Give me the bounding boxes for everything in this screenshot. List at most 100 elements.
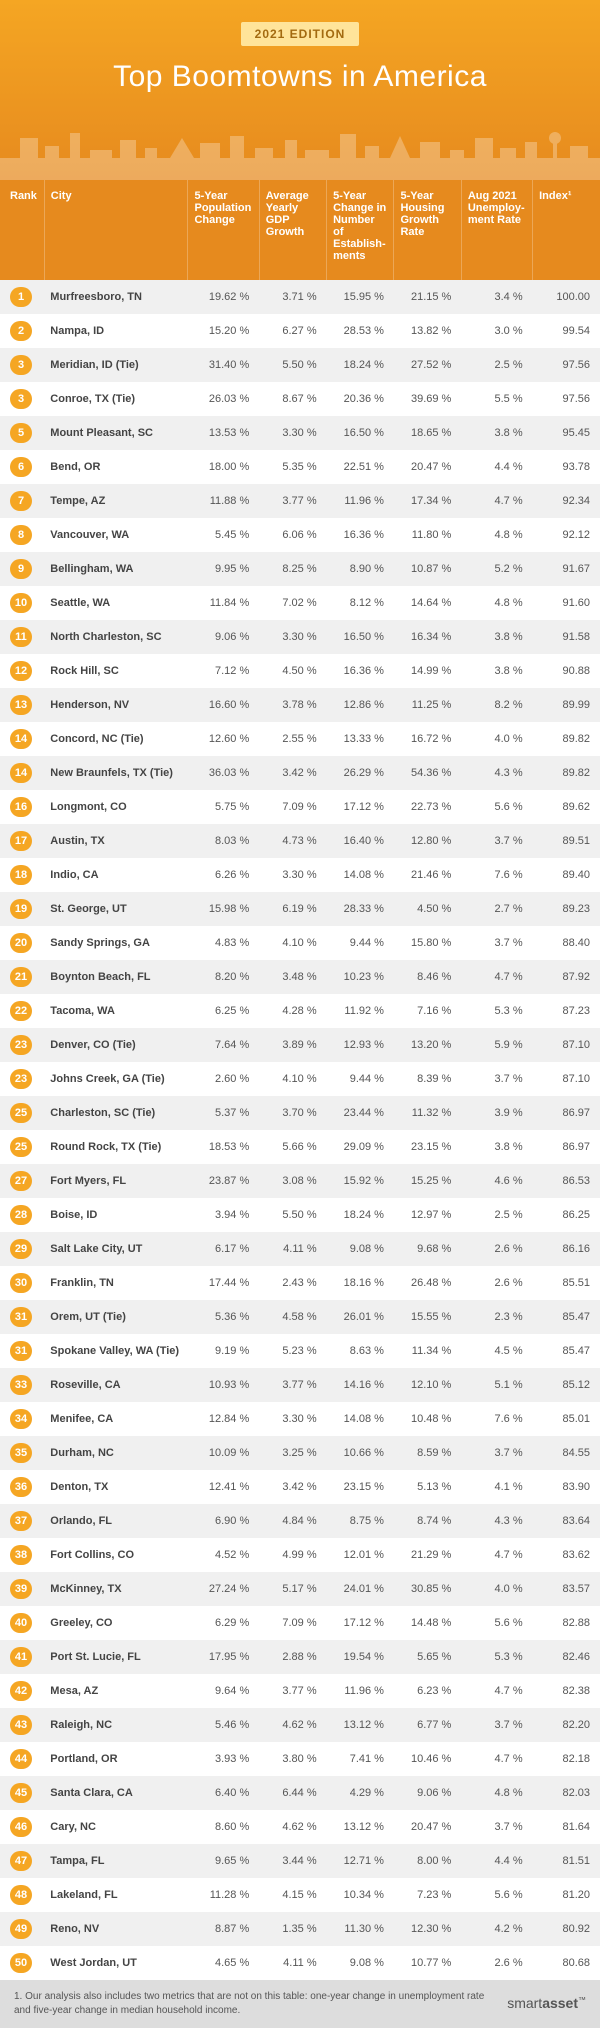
unemp-cell: 2.6 % bbox=[461, 1266, 532, 1300]
rank-cell: 18 bbox=[0, 858, 44, 892]
rank-cell: 11 bbox=[0, 620, 44, 654]
rank-cell: 19 bbox=[0, 892, 44, 926]
table-header: Rank City 5-Year Population Change Avera… bbox=[0, 180, 600, 280]
col-city: City bbox=[44, 180, 188, 280]
page-title: Top Boomtowns in America bbox=[0, 60, 600, 94]
hous-cell: 7.23 % bbox=[394, 1878, 461, 1912]
pop-cell: 18.00 % bbox=[188, 450, 259, 484]
unemp-cell: 4.4 % bbox=[461, 1844, 532, 1878]
col-rank: Rank bbox=[0, 180, 44, 280]
pop-cell: 16.60 % bbox=[188, 688, 259, 722]
unemp-cell: 4.3 % bbox=[461, 756, 532, 790]
hous-cell: 4.50 % bbox=[394, 892, 461, 926]
unemp-cell: 4.0 % bbox=[461, 722, 532, 756]
rank-pill: 19 bbox=[10, 899, 32, 919]
table-row: 44Portland, OR3.93 %3.80 %7.41 %10.46 %4… bbox=[0, 1742, 600, 1776]
gdp-cell: 5.17 % bbox=[259, 1572, 326, 1606]
gdp-cell: 8.67 % bbox=[259, 382, 326, 416]
idx-cell: 92.34 bbox=[533, 484, 600, 518]
rank-pill: 5 bbox=[10, 423, 32, 443]
pop-cell: 11.84 % bbox=[188, 586, 259, 620]
hous-cell: 10.77 % bbox=[394, 1946, 461, 1980]
city-cell: McKinney, TX bbox=[44, 1572, 188, 1606]
rank-pill: 28 bbox=[10, 1205, 32, 1225]
unemp-cell: 2.5 % bbox=[461, 1198, 532, 1232]
gdp-cell: 3.08 % bbox=[259, 1164, 326, 1198]
pop-cell: 11.88 % bbox=[188, 484, 259, 518]
city-cell: Concord, NC (Tie) bbox=[44, 722, 188, 756]
city-cell: Fort Collins, CO bbox=[44, 1538, 188, 1572]
table-row: 13Henderson, NV16.60 %3.78 %12.86 %11.25… bbox=[0, 688, 600, 722]
est-cell: 18.24 % bbox=[327, 1198, 394, 1232]
est-cell: 12.93 % bbox=[327, 1028, 394, 1062]
unemp-cell: 3.7 % bbox=[461, 1436, 532, 1470]
rank-pill: 18 bbox=[10, 865, 32, 885]
rank-cell: 48 bbox=[0, 1878, 44, 1912]
table-row: 10Seattle, WA11.84 %7.02 %8.12 %14.64 %4… bbox=[0, 586, 600, 620]
hous-cell: 27.52 % bbox=[394, 348, 461, 382]
unemp-cell: 7.6 % bbox=[461, 1402, 532, 1436]
pop-cell: 5.36 % bbox=[188, 1300, 259, 1334]
rank-cell: 17 bbox=[0, 824, 44, 858]
pop-cell: 18.53 % bbox=[188, 1130, 259, 1164]
est-cell: 17.12 % bbox=[327, 1606, 394, 1640]
unemp-cell: 5.3 % bbox=[461, 994, 532, 1028]
gdp-cell: 5.66 % bbox=[259, 1130, 326, 1164]
table-row: 41Port St. Lucie, FL17.95 %2.88 %19.54 %… bbox=[0, 1640, 600, 1674]
unemp-cell: 4.7 % bbox=[461, 1538, 532, 1572]
est-cell: 28.33 % bbox=[327, 892, 394, 926]
table-row: 31Spokane Valley, WA (Tie)9.19 %5.23 %8.… bbox=[0, 1334, 600, 1368]
unemp-cell: 4.7 % bbox=[461, 960, 532, 994]
unemp-cell: 4.5 % bbox=[461, 1334, 532, 1368]
rank-pill: 23 bbox=[10, 1069, 32, 1089]
rank-pill: 49 bbox=[10, 1919, 32, 1939]
pop-cell: 27.24 % bbox=[188, 1572, 259, 1606]
gdp-cell: 3.70 % bbox=[259, 1096, 326, 1130]
table-row: 8Vancouver, WA5.45 %6.06 %16.36 %11.80 %… bbox=[0, 518, 600, 552]
hous-cell: 18.65 % bbox=[394, 416, 461, 450]
gdp-cell: 1.35 % bbox=[259, 1912, 326, 1946]
col-unemp: Aug 2021 Unemploy-ment Rate bbox=[461, 180, 532, 280]
hous-cell: 10.46 % bbox=[394, 1742, 461, 1776]
idx-cell: 86.16 bbox=[533, 1232, 600, 1266]
pop-cell: 4.65 % bbox=[188, 1946, 259, 1980]
idx-cell: 89.82 bbox=[533, 722, 600, 756]
idx-cell: 81.51 bbox=[533, 1844, 600, 1878]
rank-pill: 41 bbox=[10, 1647, 32, 1667]
pop-cell: 9.19 % bbox=[188, 1334, 259, 1368]
idx-cell: 93.78 bbox=[533, 450, 600, 484]
est-cell: 17.12 % bbox=[327, 790, 394, 824]
hous-cell: 5.13 % bbox=[394, 1470, 461, 1504]
rank-cell: 13 bbox=[0, 688, 44, 722]
city-cell: Johns Creek, GA (Tie) bbox=[44, 1062, 188, 1096]
est-cell: 7.41 % bbox=[327, 1742, 394, 1776]
rank-pill: 40 bbox=[10, 1613, 32, 1633]
rank-pill: 42 bbox=[10, 1681, 32, 1701]
est-cell: 20.36 % bbox=[327, 382, 394, 416]
table-row: 31Orem, UT (Tie)5.36 %4.58 %26.01 %15.55… bbox=[0, 1300, 600, 1334]
unemp-cell: 3.7 % bbox=[461, 1708, 532, 1742]
pop-cell: 5.37 % bbox=[188, 1096, 259, 1130]
table-row: 50West Jordan, UT4.65 %4.11 %9.08 %10.77… bbox=[0, 1946, 600, 1980]
rank-cell: 31 bbox=[0, 1300, 44, 1334]
hous-cell: 10.87 % bbox=[394, 552, 461, 586]
unemp-cell: 4.7 % bbox=[461, 1674, 532, 1708]
rank-cell: 8 bbox=[0, 518, 44, 552]
hous-cell: 21.29 % bbox=[394, 1538, 461, 1572]
rank-pill: 2 bbox=[10, 321, 32, 341]
pop-cell: 31.40 % bbox=[188, 348, 259, 382]
col-hous: 5-Year Housing Growth Rate bbox=[394, 180, 461, 280]
est-cell: 13.33 % bbox=[327, 722, 394, 756]
edition-badge: 2021 EDITION bbox=[241, 22, 360, 46]
table-row: 35Durham, NC10.09 %3.25 %10.66 %8.59 %3.… bbox=[0, 1436, 600, 1470]
gdp-cell: 7.09 % bbox=[259, 790, 326, 824]
gdp-cell: 4.62 % bbox=[259, 1810, 326, 1844]
pop-cell: 8.87 % bbox=[188, 1912, 259, 1946]
unemp-cell: 4.4 % bbox=[461, 450, 532, 484]
table-row: 7Tempe, AZ11.88 %3.77 %11.96 %17.34 %4.7… bbox=[0, 484, 600, 518]
gdp-cell: 3.71 % bbox=[259, 280, 326, 314]
rank-cell: 35 bbox=[0, 1436, 44, 1470]
est-cell: 8.75 % bbox=[327, 1504, 394, 1538]
table-row: 5Mount Pleasant, SC13.53 %3.30 %16.50 %1… bbox=[0, 416, 600, 450]
est-cell: 16.40 % bbox=[327, 824, 394, 858]
